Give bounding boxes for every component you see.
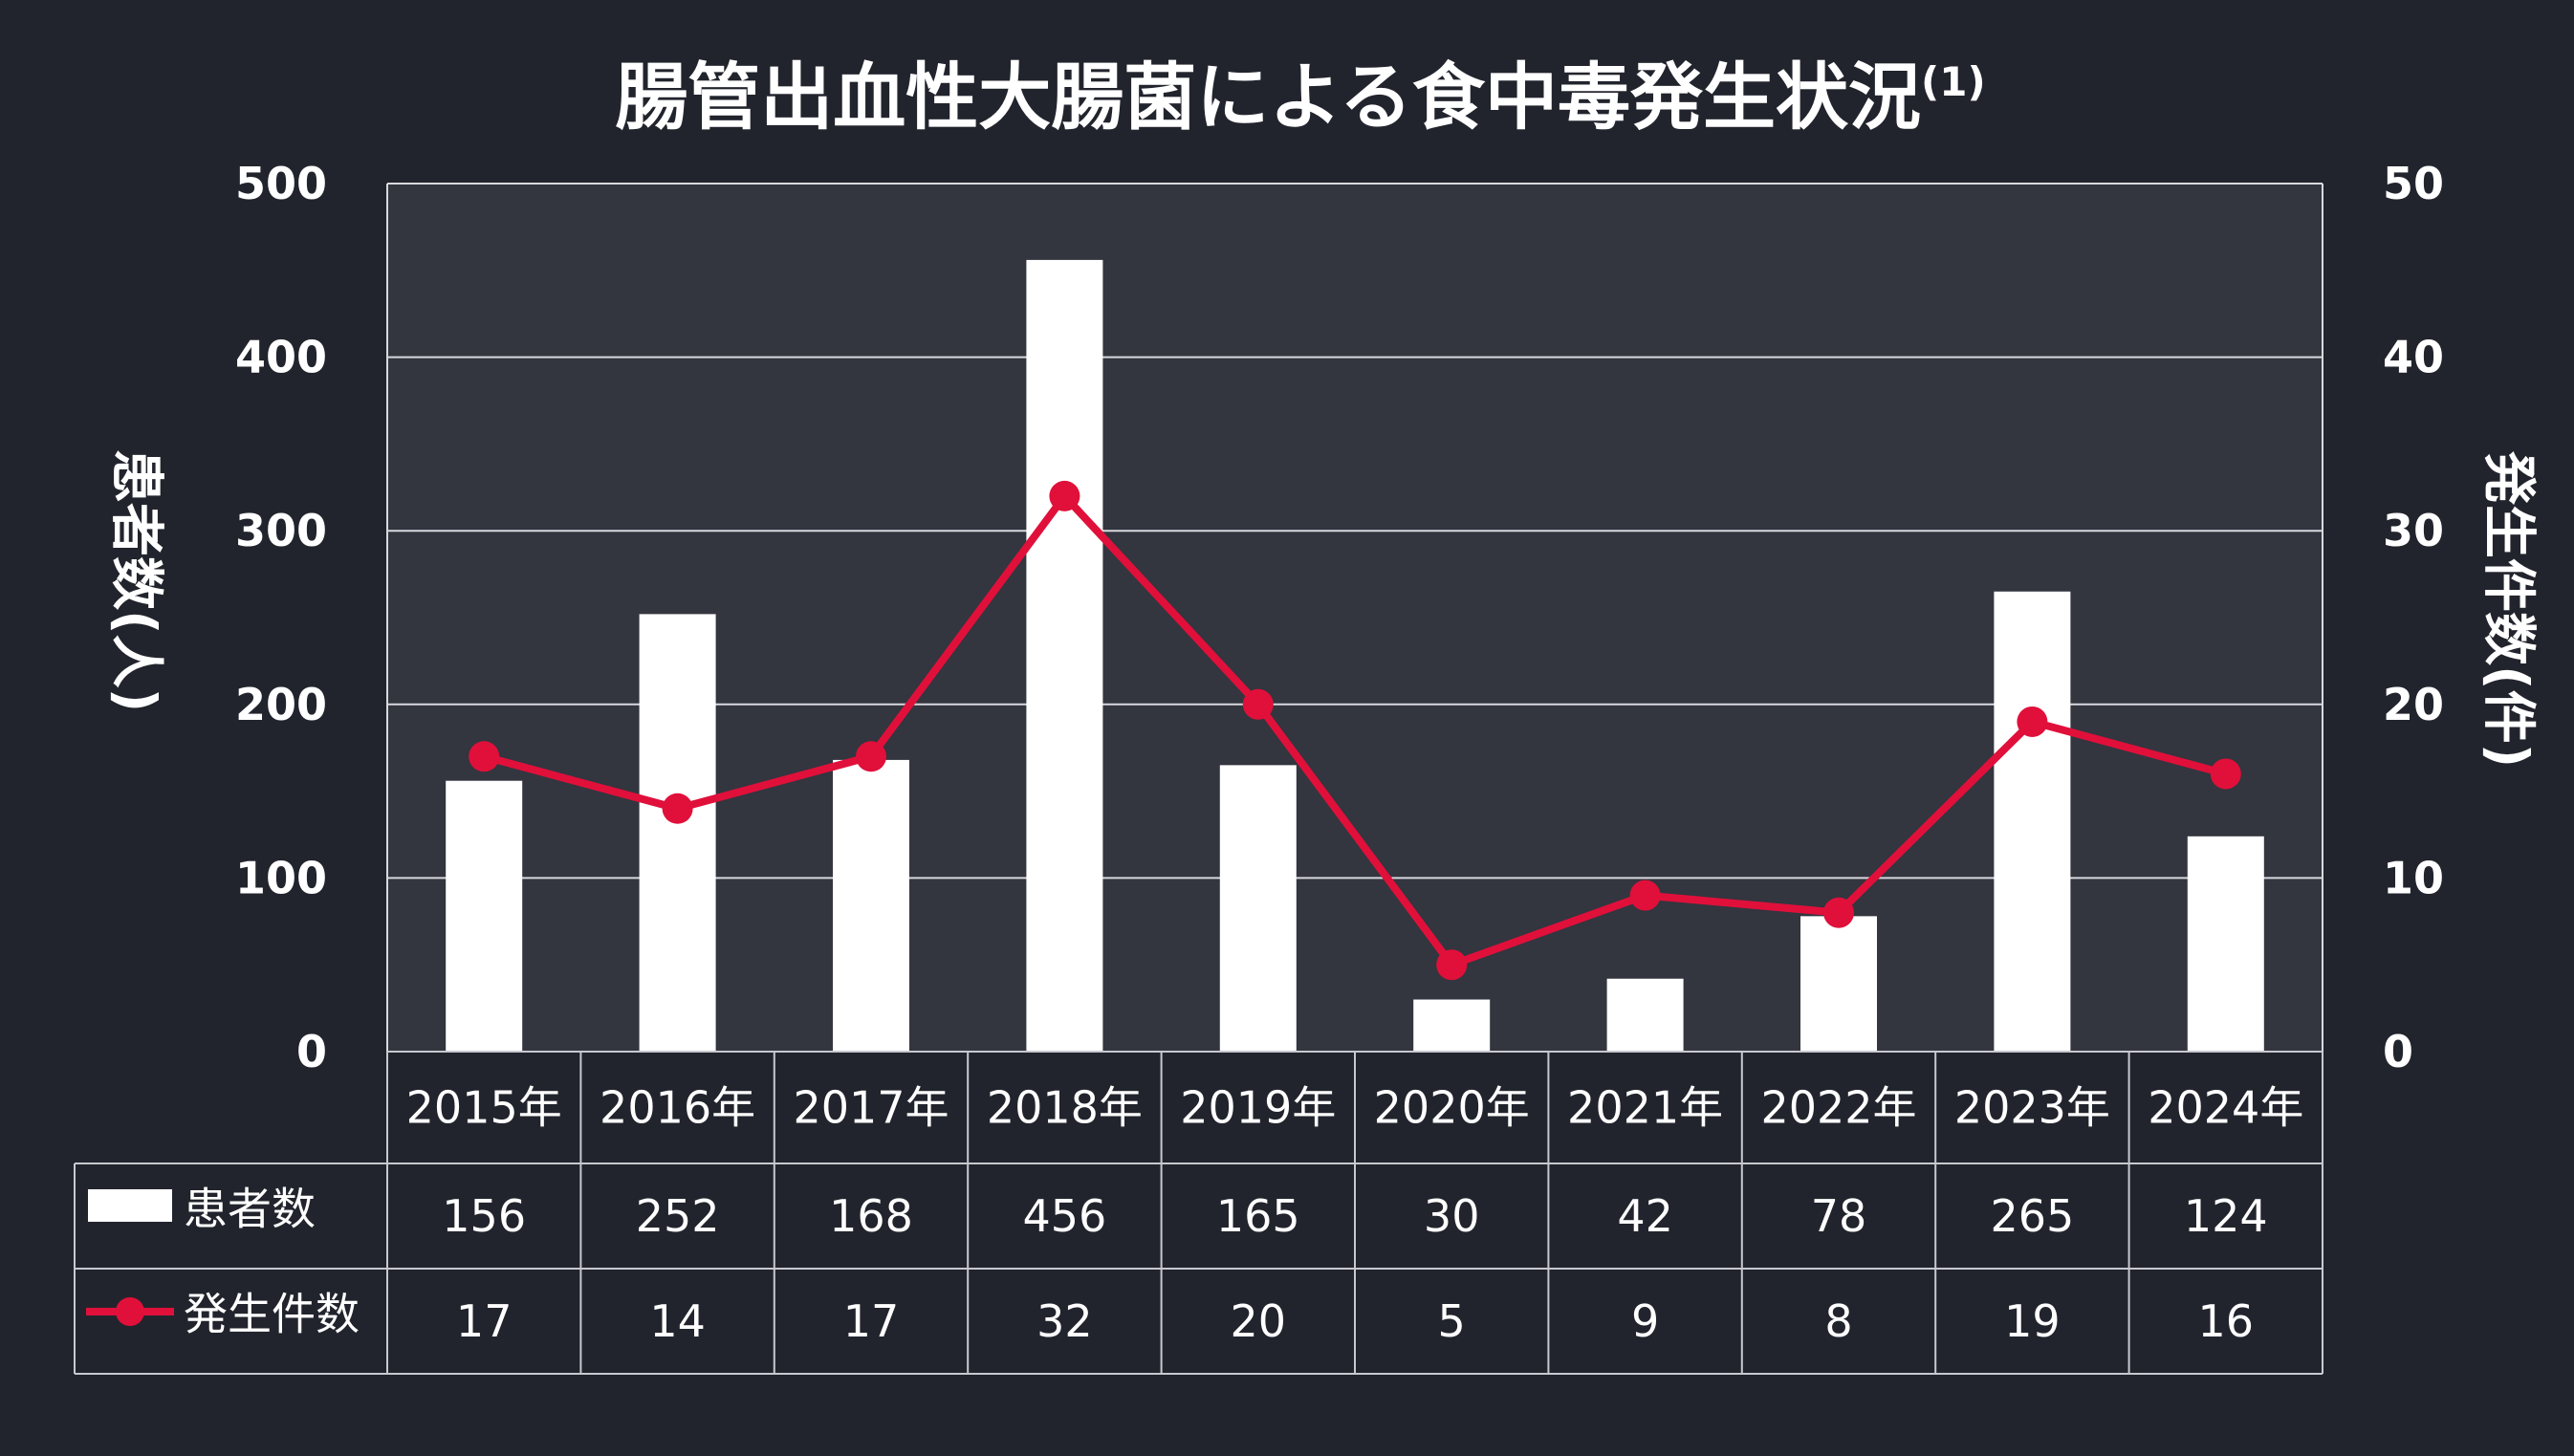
legend-line-marker xyxy=(116,1297,144,1326)
cell-outbreaks: 9 xyxy=(1631,1295,1659,1347)
table-row-patients: 156 252 168 456 165 30 42 78 265 124 xyxy=(442,1190,2267,1242)
category-label: 2023年 xyxy=(1954,1082,2110,1134)
chart-title-superscript: (1) xyxy=(1921,58,1986,105)
left-tick-label: 100 xyxy=(235,852,327,903)
cell-outbreaks: 14 xyxy=(649,1295,706,1347)
legend-bar-swatch xyxy=(88,1189,172,1222)
outbreak-line xyxy=(483,491,2227,969)
bar-2015年 xyxy=(446,780,523,1052)
right-axis: 0 10 20 30 40 50 xyxy=(2383,158,2444,1077)
left-tick-label: 400 xyxy=(235,332,327,383)
cell-patients: 456 xyxy=(1022,1190,1106,1242)
bar-2022年 xyxy=(1800,916,1877,1052)
category-label: 2015年 xyxy=(406,1082,562,1134)
bar-2023年 xyxy=(1994,591,2071,1052)
bar-2024年 xyxy=(2187,836,2264,1052)
outbreak-point-2023年 xyxy=(2017,706,2048,737)
legend-outbreaks: 発生件数 xyxy=(86,1289,360,1340)
category-label: 2019年 xyxy=(1180,1082,1336,1134)
table-lines xyxy=(74,1051,2323,1375)
left-tick-label: 200 xyxy=(235,679,327,730)
outbreak-point-2018年 xyxy=(1049,480,1080,511)
outbreak-point-2016年 xyxy=(662,793,693,824)
table-row-outbreaks: 17 14 17 32 20 5 9 8 19 16 xyxy=(456,1295,2254,1347)
cell-patients: 265 xyxy=(1990,1190,2074,1242)
cell-outbreaks: 17 xyxy=(456,1295,513,1347)
cell-patients: 30 xyxy=(1424,1190,1480,1242)
cell-patients: 168 xyxy=(829,1190,913,1242)
right-tick-label: 50 xyxy=(2383,158,2444,209)
cell-patients: 42 xyxy=(1617,1190,1673,1242)
cell-outbreaks: 19 xyxy=(2004,1295,2061,1347)
cell-patients: 124 xyxy=(2184,1190,2268,1242)
outbreak-point-2020年 xyxy=(1436,949,1468,981)
cell-patients: 252 xyxy=(636,1190,720,1242)
chart-title: 腸管出血性大腸菌による食中毒発生状況(1) xyxy=(615,54,1985,140)
line-series-outbreaks xyxy=(469,480,2241,981)
category-label: 2024年 xyxy=(2148,1082,2303,1134)
right-axis-label: 発生件数(件) xyxy=(2477,451,2540,768)
outbreak-point-2019年 xyxy=(1242,688,1274,720)
cell-patients: 165 xyxy=(1216,1190,1300,1242)
chart-title-main: 腸管出血性大腸菌による食中毒発生状況 xyxy=(615,54,1921,140)
category-label: 2022年 xyxy=(1760,1082,1916,1134)
legend-label-patients: 患者数 xyxy=(184,1184,316,1235)
right-tick-label: 20 xyxy=(2383,679,2444,730)
bar-2021年 xyxy=(1606,978,1684,1052)
outbreak-point-2022年 xyxy=(1823,897,1854,928)
right-tick-label: 40 xyxy=(2383,332,2444,383)
right-tick-label: 10 xyxy=(2383,852,2444,903)
category-label: 2017年 xyxy=(793,1082,949,1134)
bar-2016年 xyxy=(639,614,716,1052)
left-tick-label: 0 xyxy=(296,1026,327,1077)
cell-outbreaks: 5 xyxy=(1438,1295,1466,1347)
legend-label-outbreaks: 発生件数 xyxy=(184,1289,360,1340)
right-tick-label: 30 xyxy=(2383,505,2444,556)
data-table: 2015年 2016年 2017年 2018年 2019年 2020年 2021年 2022年… xyxy=(74,1051,2323,1375)
left-axis-label: 患者数(人) xyxy=(105,449,167,712)
legend-patients: 患者数 xyxy=(88,1184,316,1235)
bar-2019年 xyxy=(1219,765,1297,1052)
bar-2017年 xyxy=(833,759,909,1052)
outbreak-point-2024年 xyxy=(2210,758,2241,790)
outbreak-point-2021年 xyxy=(1629,880,1661,911)
right-tick-label: 0 xyxy=(2383,1026,2413,1077)
cell-outbreaks: 20 xyxy=(1231,1295,1287,1347)
cell-outbreaks: 8 xyxy=(1824,1295,1852,1347)
table-header-row: 2015年 2016年 2017年 2018年 2019年 2020年 2021年 2022年… xyxy=(406,1082,2304,1134)
cell-outbreaks: 32 xyxy=(1036,1295,1093,1347)
cell-outbreaks: 17 xyxy=(843,1295,900,1347)
cell-patients: 156 xyxy=(442,1190,526,1242)
category-label: 2018年 xyxy=(987,1082,1143,1134)
bar-series-patients xyxy=(446,259,2264,1052)
outbreak-point-2017年 xyxy=(856,741,886,772)
category-label: 2016年 xyxy=(600,1082,755,1134)
left-tick-label: 300 xyxy=(235,505,327,556)
bar-2020年 xyxy=(1413,999,1491,1052)
bar-2018年 xyxy=(1026,259,1103,1052)
cell-patients: 78 xyxy=(1811,1190,1867,1242)
category-label: 2020年 xyxy=(1374,1082,1530,1134)
left-axis: 0 100 200 300 400 500 xyxy=(235,158,327,1077)
left-tick-label: 500 xyxy=(235,158,327,209)
category-label: 2021年 xyxy=(1567,1082,1723,1134)
cell-outbreaks: 16 xyxy=(2198,1295,2255,1347)
outbreak-point-2015年 xyxy=(469,741,500,772)
